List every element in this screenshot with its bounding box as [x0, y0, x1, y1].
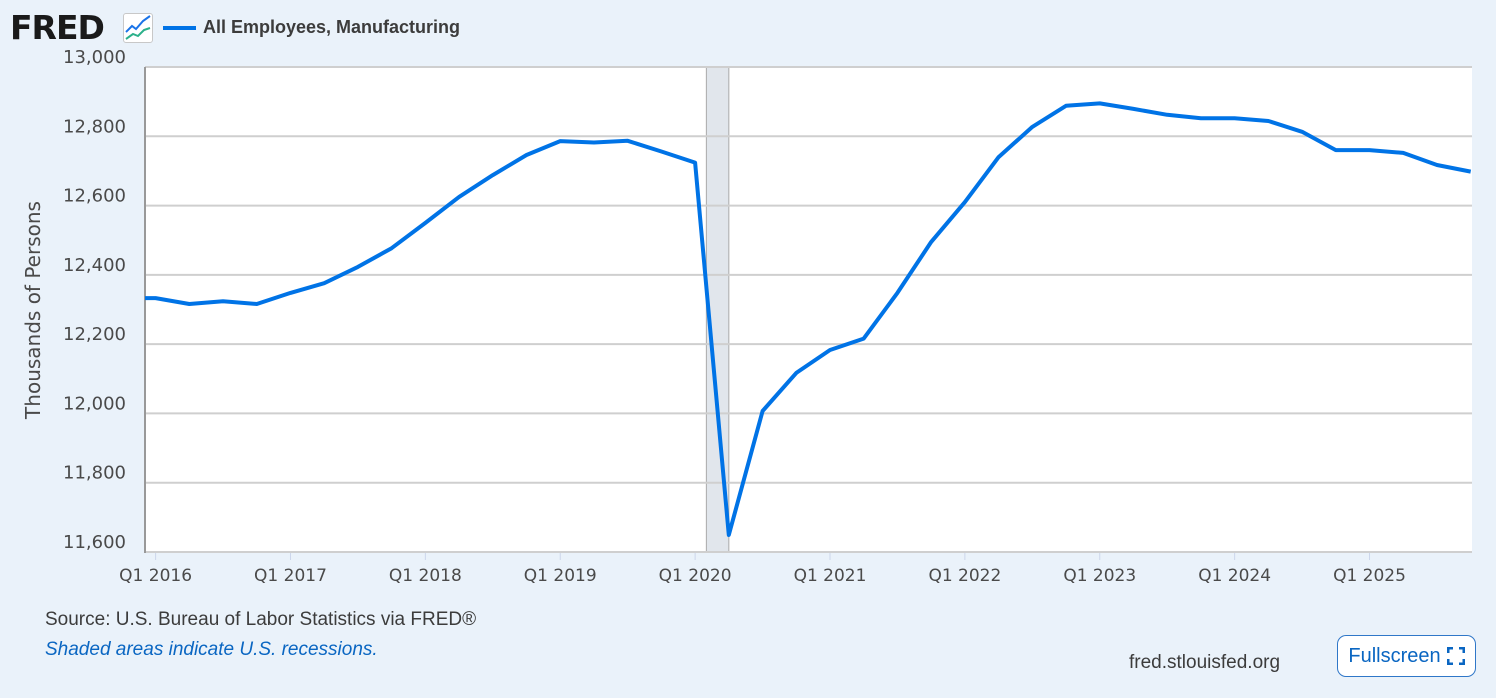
plot-area: [145, 67, 1472, 552]
x-tick-label: Q1 2020: [659, 566, 732, 586]
x-tick-label: Q1 2016: [119, 566, 192, 586]
source-text: Source: U.S. Bureau of Labor Statistics …: [45, 609, 477, 630]
x-tick-label: Q1 2023: [1063, 566, 1136, 586]
x-tick-label: Q1 2022: [928, 566, 1001, 586]
y-tick-label: 12,400: [63, 255, 126, 276]
y-tick-label: 11,800: [63, 463, 126, 484]
x-tick-label: Q1 2024: [1198, 566, 1271, 586]
chart-line-icon: [123, 13, 153, 43]
fullscreen-label: Fullscreen: [1348, 644, 1441, 667]
series-line: [145, 101, 1472, 537]
legend-swatch: [163, 25, 196, 30]
y-tick-label: 12,200: [63, 324, 126, 345]
x-tick-label: Q1 2019: [524, 566, 597, 586]
legend: All Employees, Manufacturing: [163, 17, 460, 38]
y-tick-label: 13,000: [63, 47, 126, 68]
x-tick-label: Q1 2018: [389, 566, 462, 586]
fred-logo[interactable]: FRED: [10, 8, 105, 47]
chart: Q1 2016 Q1 2017 Q1 2018 Q1 2019 Q1 2020 Q1 20…: [21, 47, 1472, 586]
recession-note: Shaded areas indicate U.S. recessions.: [45, 639, 378, 660]
legend-label: All Employees, Manufacturing: [203, 17, 461, 37]
x-tick-label: Q1 2021: [794, 566, 867, 586]
y-tick-label: 11,600: [63, 532, 126, 553]
y-tick-label: 12,000: [63, 393, 126, 414]
y-tick-label: 12,800: [63, 116, 126, 137]
x-tick-label: Q1 2025: [1333, 566, 1406, 586]
site-link[interactable]: fred.stlouisfed.org: [1129, 652, 1281, 673]
expand-icon: [1446, 647, 1465, 665]
fullscreen-button[interactable]: Fullscreen: [1337, 635, 1476, 677]
x-tick-label: Q1 2017: [254, 566, 327, 586]
y-tick-label: 12,600: [63, 186, 126, 207]
y-axis-title: Thousands of Persons: [21, 201, 45, 420]
